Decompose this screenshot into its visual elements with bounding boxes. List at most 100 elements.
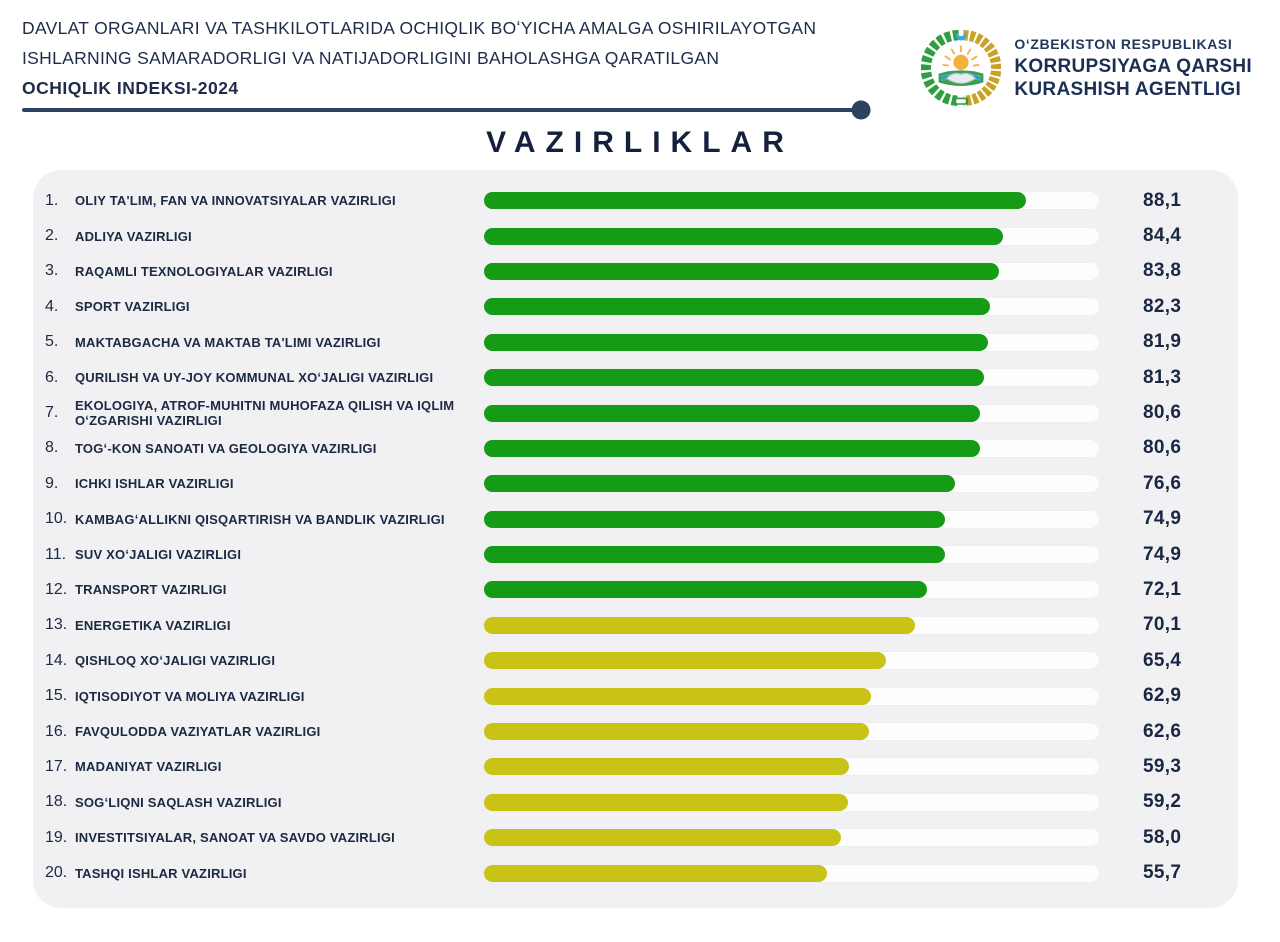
ministry-row: 3. RAQAMLI TEXNOLOGIYALAR VAZIRLIGI 83,8	[45, 254, 1238, 289]
score-bar-track	[484, 510, 1099, 528]
rank-number: 9.	[45, 474, 59, 492]
score-bar-fill	[484, 581, 928, 599]
ministry-row: 18. SOGʻLIQNI SAQLASH VAZIRLIGI 59,2	[45, 785, 1238, 820]
rank-number: 19.	[45, 828, 68, 846]
ministry-name: KAMBAGʻALLIKNI QISQARTIRISH VA BANDLIK V…	[75, 511, 445, 527]
rank-number: 3.	[45, 262, 59, 280]
score-bar-track	[484, 616, 1099, 634]
score-value: 55,7	[1143, 862, 1182, 884]
ministry-name: IQTISODIYOT VA MOLIYA VAZIRLIGI	[75, 688, 305, 704]
rank-number: 7.	[45, 404, 59, 422]
score-value: 83,8	[1143, 260, 1182, 282]
score-value: 88,1	[1143, 189, 1182, 211]
agency-name-line-2: KURASHISH AGENTLIGI	[1014, 78, 1242, 100]
score-value: 62,9	[1143, 685, 1182, 707]
ministry-row: 5. MAKTABGACHA VA MAKTAB TA'LIMI VAZIRLI…	[45, 325, 1238, 360]
ministry-name: OLIY TA'LIM, FAN VA INNOVATSIYALAR VAZIR…	[75, 193, 396, 209]
header-line-2: ISHLARNING SAMARADORLIGI VA NATIJADORLIG…	[22, 48, 720, 68]
score-bar-track	[484, 227, 1099, 245]
score-bar-track	[484, 369, 1099, 387]
page-header: DAVLAT ORGANLARI VA TASHKILOTLARIDA OCHI…	[0, 0, 1280, 120]
ministry-row: 13. ENERGETIKA VAZIRLIGI 70,1	[45, 608, 1238, 643]
score-bar-fill	[484, 687, 871, 705]
agency-name-line-1: KORRUPSIYAGA QARSHI	[1014, 55, 1252, 77]
score-bar-fill	[484, 404, 980, 422]
rank-number: 13.	[45, 616, 68, 634]
rank-number: 10.	[45, 510, 68, 528]
uzbekistan-emblem-icon	[921, 30, 1002, 106]
score-bar-track	[484, 758, 1099, 776]
score-value: 81,3	[1143, 366, 1182, 388]
agency-name-block: OʻZBEKISTON RESPUBLIKASI KORRUPSIYAGA QA…	[1014, 36, 1252, 101]
score-bar-fill	[484, 192, 1026, 210]
ministry-name: SOGʻLIQNI SAQLASH VAZIRLIGI	[75, 794, 282, 810]
ministry-row: 6. QURILISH VA UY-JOY KOMMUNAL XOʻJALIGI…	[45, 360, 1238, 395]
ministry-name: TOGʻ-KON SANOATI VA GEOLOGIYA VAZIRLIGI	[75, 440, 377, 456]
score-bar-track	[484, 298, 1099, 316]
score-bar-fill	[484, 616, 916, 634]
ministry-name: RAQAMLI TEXNOLOGIYALAR VAZIRLIGI	[75, 263, 333, 279]
agency-country: OʻZBEKISTON RESPUBLIKASI	[1014, 35, 1233, 52]
score-value: 81,9	[1143, 331, 1182, 353]
score-value: 80,6	[1143, 402, 1182, 424]
ministry-name: INVESTITSIYALAR, SANOAT VA SAVDO VAZIRLI…	[75, 830, 395, 846]
ministry-name: SUV XOʻJALIGI VAZIRLIGI	[75, 547, 242, 563]
rank-number: 1.	[45, 191, 59, 209]
ministry-row: 10. KAMBAGʻALLIKNI QISQARTIRISH VA BANDL…	[45, 502, 1238, 537]
ministry-name: ICHKI ISHLAR VAZIRLIGI	[75, 476, 234, 492]
rank-number: 11.	[45, 545, 67, 563]
rank-number: 15.	[45, 687, 68, 705]
score-value: 59,2	[1143, 791, 1182, 813]
score-bar-fill	[484, 758, 849, 776]
agency-logo-block: OʻZBEKISTON RESPUBLIKASI KORRUPSIYAGA QA…	[921, 28, 1252, 108]
score-value: 82,3	[1143, 295, 1182, 317]
score-bar-track	[484, 404, 1099, 422]
ministry-row: 8. TOGʻ-KON SANOATI VA GEOLOGIYA VAZIRLI…	[45, 431, 1238, 466]
header-title-block: DAVLAT ORGANLARI VA TASHKILOTLARIDA OCHI…	[22, 13, 871, 120]
ministry-name: QURILISH VA UY-JOY KOMMUNAL XOʻJALIGI VA…	[75, 370, 434, 386]
score-value: 58,0	[1143, 826, 1182, 848]
page-title: VAZIRLIKLAR	[486, 126, 794, 159]
ministry-row: 17. MADANIYAT VAZIRLIGI 59,3	[45, 749, 1238, 784]
rank-number: 17.	[45, 757, 68, 775]
rank-number: 12.	[45, 580, 68, 598]
ministry-row: 12. TRANSPORT VAZIRLIGI 72,1	[45, 572, 1238, 607]
ministry-row: 1. OLIY TA'LIM, FAN VA INNOVATSIYALAR VA…	[45, 183, 1238, 218]
score-value: 74,9	[1143, 508, 1182, 530]
ministry-row: 4. SPORT VAZIRLIGI 82,3	[45, 289, 1238, 324]
score-bar-track	[484, 793, 1099, 811]
ministry-name: ENERGETIKA VAZIRLIGI	[75, 617, 231, 633]
score-bar-track	[484, 723, 1099, 741]
score-bar-fill	[484, 546, 945, 564]
ministry-name: EKOLOGIYA, ATROF-MUHITNI MUHOFAZA QILISH…	[75, 398, 455, 429]
score-value: 62,6	[1143, 720, 1182, 742]
ministry-row: 15. IQTISODIYOT VA MOLIYA VAZIRLIGI 62,9	[45, 678, 1238, 713]
rank-number: 14.	[45, 651, 68, 669]
ministry-row: 7. EKOLOGIYA, ATROF-MUHITNI MUHOFAZA QIL…	[45, 395, 1238, 430]
score-bar-track	[484, 546, 1099, 564]
score-bar-track	[484, 829, 1099, 847]
ministry-row: 9. ICHKI ISHLAR VAZIRLIGI 76,6	[45, 466, 1238, 501]
score-bar-fill	[484, 227, 1004, 245]
ministries-ranking-panel: 1. OLIY TA'LIM, FAN VA INNOVATSIYALAR VA…	[33, 170, 1238, 908]
score-bar-fill	[484, 510, 945, 528]
rank-number: 6.	[45, 368, 59, 386]
score-bar-track	[484, 333, 1099, 351]
score-bar-track	[484, 475, 1099, 493]
ministry-row: 2. ADLIYA VAZIRLIGI 84,4	[45, 218, 1238, 253]
ministry-row: 11. SUV XOʻJALIGI VAZIRLIGI 74,9	[45, 537, 1238, 572]
score-value: 59,3	[1143, 755, 1182, 777]
ministry-row: 14. QISHLOQ XOʻJALIGI VAZIRLIGI 65,4	[45, 643, 1238, 678]
score-bar-track	[484, 687, 1099, 705]
score-value: 76,6	[1143, 472, 1182, 494]
score-bar-fill	[484, 333, 988, 351]
score-bar-fill	[484, 369, 984, 387]
score-bar-fill	[484, 298, 991, 316]
score-value: 70,1	[1143, 614, 1182, 636]
rank-number: 16.	[45, 722, 68, 740]
score-bar-fill	[484, 793, 849, 811]
score-bar-fill	[484, 829, 841, 847]
ministry-name: FAVQULODDA VAZIYATLAR VAZIRLIGI	[75, 724, 321, 740]
rank-number: 18.	[45, 793, 68, 811]
rank-number: 5.	[45, 333, 59, 351]
